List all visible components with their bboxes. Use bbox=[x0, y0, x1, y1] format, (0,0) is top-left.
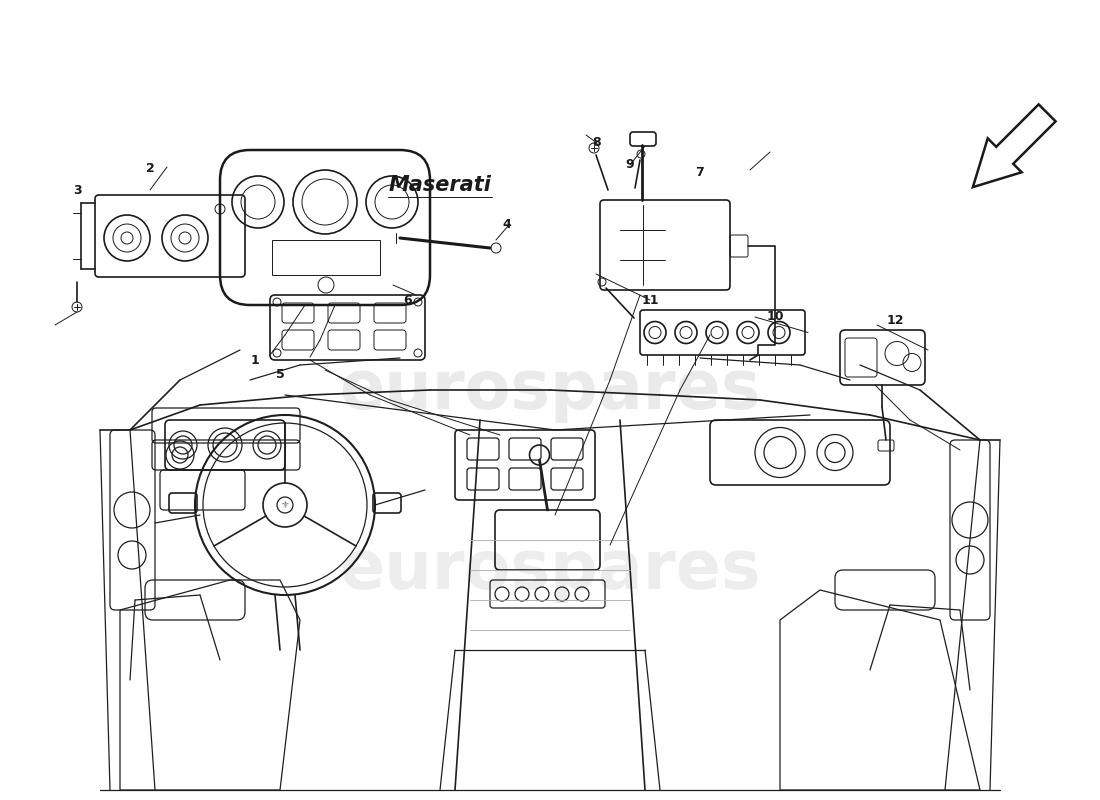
Text: eurospares: eurospares bbox=[339, 357, 761, 423]
Text: Maserati: Maserati bbox=[388, 175, 492, 195]
Text: 8: 8 bbox=[593, 137, 602, 150]
Text: 2: 2 bbox=[145, 162, 154, 174]
Text: 12: 12 bbox=[887, 314, 904, 326]
Text: 5: 5 bbox=[276, 369, 285, 382]
Text: 7: 7 bbox=[695, 166, 704, 178]
Text: 1: 1 bbox=[251, 354, 260, 366]
Text: eurospares: eurospares bbox=[339, 537, 761, 603]
Text: 6: 6 bbox=[404, 294, 412, 306]
Bar bbox=[272, 240, 379, 275]
Text: ⚜: ⚜ bbox=[280, 500, 289, 510]
Text: 3: 3 bbox=[74, 183, 82, 197]
Text: 11: 11 bbox=[641, 294, 659, 306]
Text: 9: 9 bbox=[626, 158, 635, 171]
Text: 10: 10 bbox=[767, 310, 783, 323]
Text: 4: 4 bbox=[503, 218, 512, 231]
